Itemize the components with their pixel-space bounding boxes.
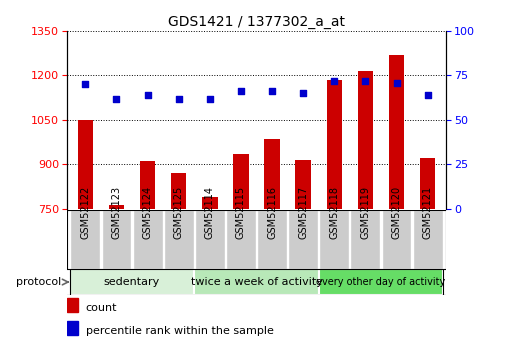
Bar [420, 158, 436, 209]
FancyBboxPatch shape [195, 210, 225, 269]
Text: GSM52116: GSM52116 [267, 186, 277, 239]
Text: GSM52122: GSM52122 [81, 185, 90, 239]
FancyBboxPatch shape [70, 210, 101, 269]
Bar [389, 55, 404, 209]
FancyBboxPatch shape [412, 210, 443, 269]
Bar [264, 139, 280, 209]
Point [299, 90, 307, 96]
Point [268, 89, 276, 94]
FancyBboxPatch shape [164, 210, 193, 269]
Point [81, 82, 89, 87]
Text: every other day of activity: every other day of activity [317, 277, 446, 287]
Text: GSM52118: GSM52118 [329, 186, 339, 239]
Point [424, 92, 432, 98]
Bar [67, 298, 78, 313]
FancyBboxPatch shape [102, 210, 131, 269]
Bar [67, 321, 78, 335]
Bar [358, 71, 373, 209]
Bar [140, 161, 155, 209]
FancyBboxPatch shape [133, 210, 163, 269]
FancyBboxPatch shape [382, 210, 411, 269]
Text: percentile rank within the sample: percentile rank within the sample [86, 326, 273, 336]
Bar [109, 205, 124, 209]
Point [237, 89, 245, 94]
Text: GSM52117: GSM52117 [298, 186, 308, 239]
Text: sedentary: sedentary [104, 277, 160, 287]
Text: GSM52119: GSM52119 [361, 186, 370, 239]
FancyBboxPatch shape [226, 210, 256, 269]
Title: GDS1421 / 1377302_a_at: GDS1421 / 1377302_a_at [168, 14, 345, 29]
FancyBboxPatch shape [320, 210, 349, 269]
FancyBboxPatch shape [319, 269, 443, 295]
FancyBboxPatch shape [350, 210, 380, 269]
Bar [295, 160, 311, 209]
Text: protocol: protocol [16, 277, 62, 287]
Text: twice a week of activity: twice a week of activity [190, 277, 323, 287]
Text: GSM52115: GSM52115 [236, 186, 246, 239]
Text: GSM52121: GSM52121 [423, 186, 432, 239]
Text: GSM52120: GSM52120 [391, 186, 402, 239]
FancyBboxPatch shape [288, 210, 318, 269]
Point [112, 96, 121, 101]
Bar [233, 154, 249, 209]
Point [330, 78, 339, 83]
FancyBboxPatch shape [70, 269, 194, 295]
Bar [77, 120, 93, 209]
Point [206, 96, 214, 101]
Text: GSM52124: GSM52124 [143, 186, 152, 239]
Text: count: count [86, 303, 117, 313]
Text: GSM52125: GSM52125 [174, 185, 184, 239]
Point [144, 92, 152, 98]
Text: GSM52123: GSM52123 [111, 186, 122, 239]
Point [392, 80, 401, 85]
Bar [202, 197, 218, 209]
FancyBboxPatch shape [194, 269, 319, 295]
Bar [171, 172, 187, 209]
Point [361, 78, 369, 83]
Text: GSM52114: GSM52114 [205, 186, 215, 239]
Point [174, 96, 183, 101]
Bar [326, 80, 342, 209]
FancyBboxPatch shape [257, 210, 287, 269]
